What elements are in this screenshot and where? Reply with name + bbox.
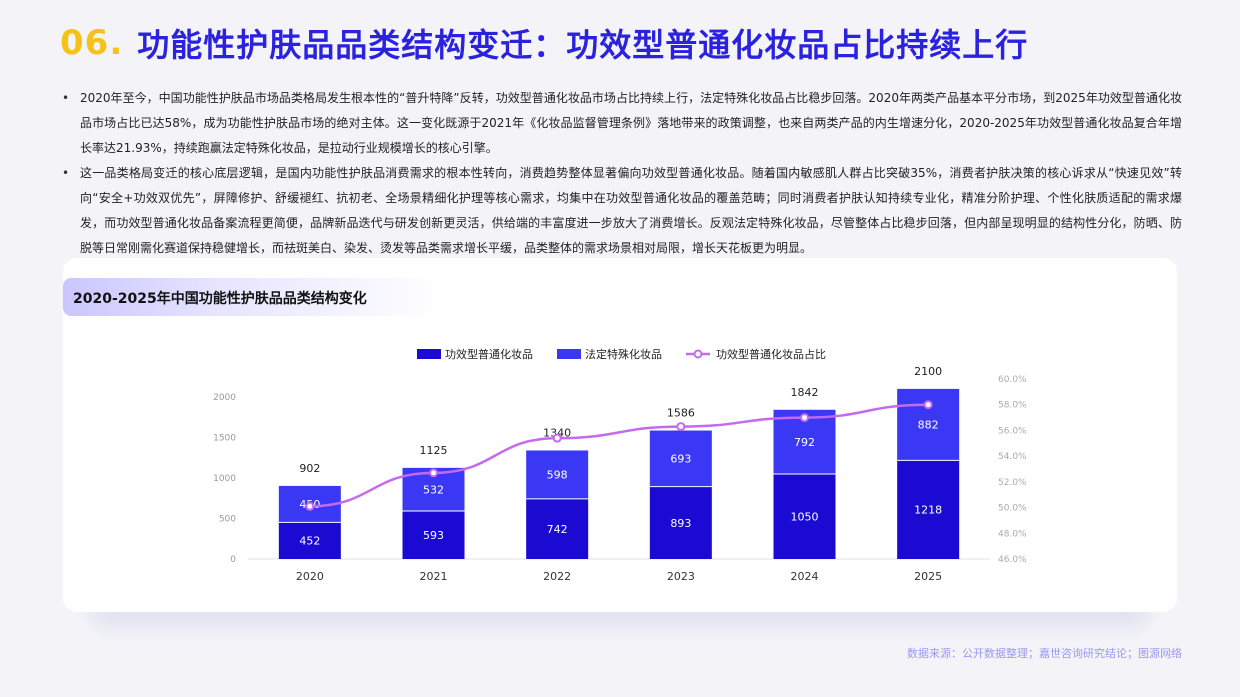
x-tick-label: 2020 (296, 570, 324, 583)
legend-swatch (417, 349, 441, 359)
legend-swatch-point (693, 349, 703, 359)
data-label-special: 532 (423, 483, 444, 496)
data-label-special: 792 (794, 436, 815, 449)
y2-tick-label: 48.0% (998, 529, 1027, 539)
y2-tick-label: 56.0% (998, 426, 1027, 436)
bullet-paragraph: 这一品类格局变迁的核心底层逻辑，是国内功能性护肤品消费需求的根本性转向，消费趋势… (60, 161, 1182, 261)
share-point (429, 468, 438, 478)
share-point (552, 433, 562, 443)
bar-general (278, 522, 341, 559)
chart-title-bar (63, 278, 443, 316)
summary-bullets: 2020年至今，中国功能性护肤品市场品类格局发生根本性的“普升特降”反转，功效型… (60, 86, 1182, 261)
bar-general (649, 486, 712, 559)
data-label-general: 742 (547, 523, 568, 536)
total-label: 1586 (667, 407, 695, 420)
y-tick-label: 0 (230, 555, 236, 565)
total-label: 2100 (914, 365, 942, 378)
section-number: 06. (60, 23, 124, 63)
data-label-general: 593 (423, 529, 444, 542)
bullet-paragraph: 2020年至今，中国功能性护肤品市场品类格局发生根本性的“普升特降”反转，功效型… (60, 86, 1182, 161)
data-label-general: 893 (670, 517, 691, 530)
y-tick-label: 500 (219, 515, 236, 525)
page-title: 06. 功能性护肤品品类结构变迁：功效型普通化妆品占比持续上行 (60, 18, 1028, 68)
y2-tick-label: 60.0% (998, 375, 1027, 385)
legend-swatch (557, 349, 581, 359)
data-label-general: 1218 (914, 504, 942, 517)
data-label-general: 452 (299, 535, 320, 548)
bar-special (649, 430, 712, 487)
total-label: 1125 (420, 444, 448, 457)
data-source: 数据来源：公开数据整理；嘉世咨询研究结论；图源网络 (907, 647, 1182, 660)
y-tick-label: 1500 (213, 434, 236, 444)
bar-general (773, 473, 836, 559)
y2-tick-label: 54.0% (998, 452, 1027, 462)
bar-general (402, 510, 465, 559)
bar-special (526, 450, 589, 499)
data-label-special: 882 (918, 419, 939, 432)
legend-label: 功效型普通化妆品 (445, 347, 533, 361)
x-tick-label: 2022 (543, 570, 571, 583)
chart-title: 2020-2025年中国功能性护肤品品类结构变化 (73, 291, 367, 307)
share-point (305, 501, 315, 511)
legend-label: 法定特殊化妆品 (585, 347, 662, 361)
y2-tick-label: 50.0% (998, 504, 1027, 514)
data-label-special: 693 (670, 453, 691, 466)
y-tick-label: 2000 (213, 393, 236, 403)
bar-general (897, 460, 960, 559)
data-label-special: 598 (547, 469, 568, 482)
share-point (800, 413, 809, 423)
total-label: 1340 (543, 426, 571, 439)
x-tick-label: 2023 (667, 570, 695, 583)
y2-tick-label: 58.0% (998, 401, 1027, 411)
total-label: 902 (299, 462, 320, 475)
data-label-general: 1050 (791, 510, 819, 523)
bar-general (526, 498, 589, 559)
legend-label: 功效型普通化妆品占比 (716, 347, 826, 361)
chart-card (63, 258, 1177, 612)
share-point (923, 400, 933, 410)
y2-tick-label: 46.0% (998, 555, 1027, 565)
total-label: 1842 (791, 386, 819, 399)
x-tick-label: 2025 (914, 570, 942, 583)
x-tick-label: 2021 (420, 570, 448, 583)
section-title: 功能性护肤品品类结构变迁：功效型普通化妆品占比持续上行 (137, 26, 1029, 64)
x-tick-label: 2024 (791, 570, 819, 583)
y2-tick-label: 52.0% (998, 478, 1027, 488)
y-tick-label: 1000 (213, 474, 236, 484)
share-line (309, 403, 929, 508)
share-point (676, 422, 686, 432)
